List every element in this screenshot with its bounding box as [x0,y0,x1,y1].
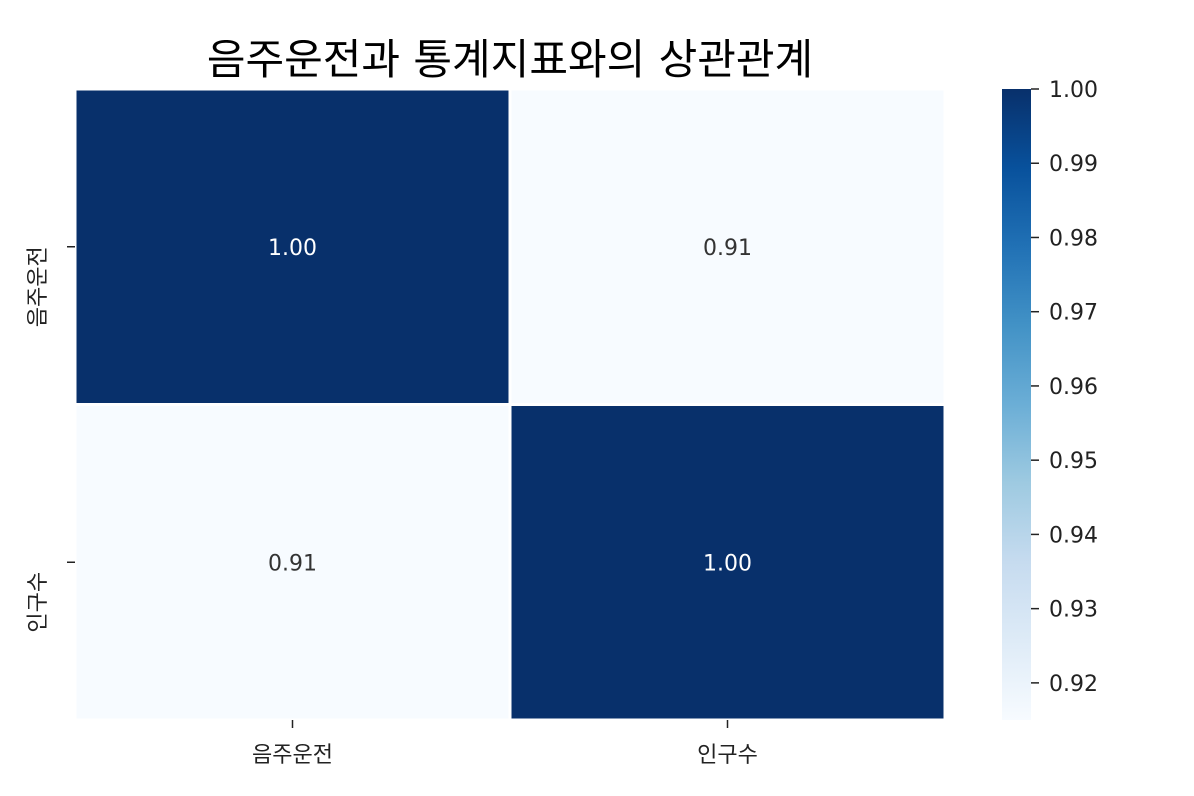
colorbar-tick-label: 0.92 [1049,672,1098,697]
heatmap-cells [73,87,947,722]
heatmap-cell [508,403,947,722]
x-axis: 음주운전 인구수 [252,720,758,768]
colorbar-tick-label: 0.94 [1049,523,1098,548]
colorbar-tick-label: 0.96 [1049,375,1098,400]
cell-annotation: 0.91 [703,236,752,261]
heatmap-cell [73,403,512,722]
y-tick-label: 음주운전 [26,246,51,327]
heatmap-cell [508,87,947,406]
colorbar-tick-label: 0.99 [1049,152,1098,177]
y-tick-label: 인구수 [26,572,51,633]
x-tick-label: 인구수 [697,743,758,768]
colorbar-tick-label: 1.00 [1049,78,1098,103]
cell-annotation: 1.00 [703,551,752,576]
cell-annotation: 1.00 [268,236,317,261]
chart-title: 음주운전과 통계지표와의 상관관계 [207,35,813,84]
colorbar-ticks: 0.92 0.93 0.94 0.95 0.96 0.97 0.98 0.99 1.00 [1031,78,1098,697]
heatmap-cell [73,87,512,406]
colorbar-tick-label: 0.97 [1049,301,1098,326]
cell-annotation: 0.91 [268,551,317,576]
x-tick-label: 음주운전 [252,743,333,768]
heatmap-annotations: 1.00 0.91 0.91 1.00 [268,236,752,577]
colorbar-tick-label: 0.93 [1049,598,1098,623]
colorbar [1002,89,1031,720]
colorbar-tick-label: 0.98 [1049,226,1098,251]
colorbar-tick-label: 0.95 [1049,449,1098,474]
